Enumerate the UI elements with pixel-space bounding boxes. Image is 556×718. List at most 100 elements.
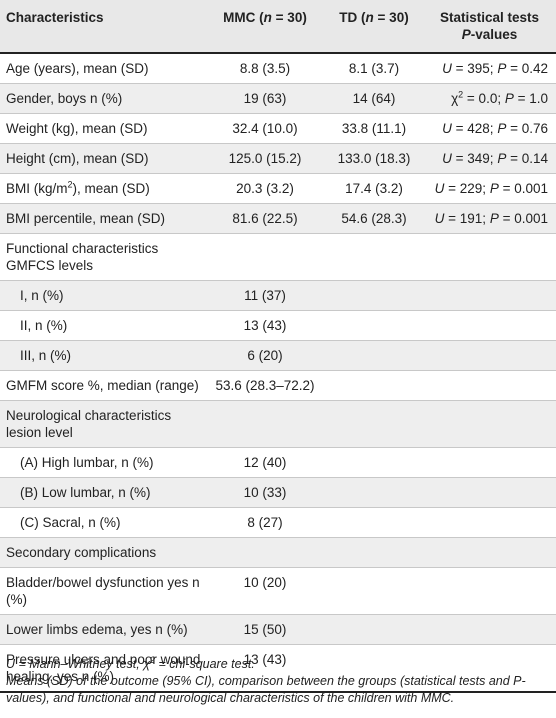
row-label: GMFM score %, median (range): [0, 370, 205, 401]
row-td-value: 33.8 (11.1): [325, 113, 423, 144]
row-mmc-value: [205, 537, 325, 568]
row-label: BMI (kg/m2), mean (SD): [0, 173, 205, 204]
row-mmc-value: 19 (63): [205, 83, 325, 114]
row-label: Height (cm), mean (SD): [0, 143, 205, 174]
row-label: (B) Low lumbar, n (%): [0, 477, 205, 508]
row-stat-value: [423, 507, 556, 538]
table-row: GMFM score %, median (range) 53.6 (28.3–7…: [0, 370, 556, 401]
row-stat-value: [423, 567, 556, 615]
table-row: BMI percentile, mean (SD) 81.6 (22.5) 54.6…: [0, 203, 556, 234]
table-row: I, n (%) 11 (37): [0, 280, 556, 311]
row-label: (C) Sacral, n (%): [0, 507, 205, 538]
row-label: Neurological characteristics lesion leve…: [0, 400, 205, 448]
row-mmc-value: 20.3 (3.2): [205, 173, 325, 204]
characteristics-table-container: Characteristics MMC (n = 30) TD (n = 30)…: [0, 0, 556, 693]
table-body: Age (years), mean (SD) 8.8 (3.5) 8.1 (3.7)…: [0, 53, 556, 693]
table-row: Functional characteristics GMFCS levels: [0, 233, 556, 281]
row-td-value: [325, 310, 423, 341]
header-characteristics: Characteristics: [0, 0, 205, 54]
row-mmc-value: [205, 400, 325, 448]
row-mmc-value: 32.4 (10.0): [205, 113, 325, 144]
table-row: Neurological characteristics lesion leve…: [0, 400, 556, 448]
row-td-value: 133.0 (18.3): [325, 143, 423, 174]
row-label: Lower limbs edema, yes n (%): [0, 614, 205, 645]
row-mmc-value: 53.6 (28.3–72.2): [205, 370, 325, 401]
row-label: Secondary complications: [0, 537, 205, 568]
table-row: Pressure ulcers and poor wound healing, …: [0, 644, 556, 693]
row-stat-value: [423, 400, 556, 448]
row-mmc-value: 8 (27): [205, 507, 325, 538]
table-row: (C) Sacral, n (%) 8 (27): [0, 507, 556, 538]
row-td-value: 14 (64): [325, 83, 423, 114]
table-row: BMI (kg/m2), mean (SD) 20.3 (3.2) 17.4 (3.…: [0, 173, 556, 204]
row-mmc-value: 13 (43): [205, 310, 325, 341]
table-row: Secondary complications: [0, 537, 556, 568]
row-label: Bladder/bowel dysfunction yes n (%): [0, 567, 205, 615]
row-label: BMI percentile, mean (SD): [0, 203, 205, 234]
header-stat-line2: P-values: [461, 27, 518, 42]
table-row: Weight (kg), mean (SD) 32.4 (10.0) 33.8 (1…: [0, 113, 556, 144]
table-row: Age (years), mean (SD) 8.8 (3.5) 8.1 (3.7)…: [0, 53, 556, 84]
row-td-value: [325, 400, 423, 448]
row-td-value: [325, 567, 423, 615]
row-stat-value: U = 428; P = 0.76: [423, 113, 556, 144]
row-mmc-value: 10 (33): [205, 477, 325, 508]
row-label: Age (years), mean (SD): [0, 53, 205, 84]
row-mmc-value: 15 (50): [205, 614, 325, 645]
row-td-value: [325, 370, 423, 401]
row-label: Gender, boys n (%): [0, 83, 205, 114]
row-label: I, n (%): [0, 280, 205, 311]
row-label: Functional characteristics GMFCS levels: [0, 233, 205, 281]
row-td-value: [325, 614, 423, 645]
row-stat-value: [423, 537, 556, 568]
row-stat-value: [423, 310, 556, 341]
row-label: (A) High lumbar, n (%): [0, 447, 205, 478]
header-statistical-tests: Statistical tests P-values: [423, 0, 556, 54]
row-td-value: 54.6 (28.3): [325, 203, 423, 234]
row-stat-value: [423, 370, 556, 401]
row-mmc-value: 6 (20): [205, 340, 325, 371]
table-footnotes: U = Mann–Whitney test; χ2 = chi-square t…: [6, 655, 551, 707]
row-stat-value: [423, 447, 556, 478]
row-label: II, n (%): [0, 310, 205, 341]
row-td-value: 8.1 (3.7): [325, 53, 423, 84]
row-mmc-value: 125.0 (15.2): [205, 143, 325, 174]
characteristics-table: Characteristics MMC (n = 30) TD (n = 30)…: [0, 0, 556, 693]
row-td-value: [325, 447, 423, 478]
table-row: Bladder/bowel dysfunction yes n (%) 10 (2…: [0, 567, 556, 615]
header-stat-line1: Statistical tests: [439, 10, 540, 25]
table-row: (B) Low lumbar, n (%) 10 (33): [0, 477, 556, 508]
row-mmc-value: 81.6 (22.5): [205, 203, 325, 234]
row-td-value: [325, 537, 423, 568]
row-mmc-value: 12 (40): [205, 447, 325, 478]
row-td-value: [325, 340, 423, 371]
row-label: III, n (%): [0, 340, 205, 371]
row-td-value: [325, 233, 423, 281]
row-stat-value: [423, 477, 556, 508]
row-mmc-value: 13 (43): [205, 644, 325, 693]
row-td-value: [325, 280, 423, 311]
row-stat-value: U = 229; P = 0.001: [423, 173, 556, 204]
row-mmc-value: 11 (37): [205, 280, 325, 311]
row-td-value: [325, 477, 423, 508]
table-row: II, n (%) 13 (43): [0, 310, 556, 341]
table-row: (A) High lumbar, n (%) 12 (40): [0, 447, 556, 478]
row-stat-value: [423, 280, 556, 311]
row-stat-value: [423, 233, 556, 281]
row-stat-value: [423, 644, 556, 693]
row-mmc-value: 10 (20): [205, 567, 325, 615]
row-stat-value: χ2 = 0.0; P = 1.0: [423, 83, 556, 114]
row-td-value: [325, 507, 423, 538]
header-td: TD (n = 30): [325, 0, 423, 54]
row-mmc-value: [205, 233, 325, 281]
row-stat-value: U = 349; P = 0.14: [423, 143, 556, 174]
footnote-description: Means (SD) of the outcome (95% CI), comp…: [6, 674, 526, 705]
table-header-row: Characteristics MMC (n = 30) TD (n = 30)…: [0, 0, 556, 54]
table-row: Lower limbs edema, yes n (%) 15 (50): [0, 614, 556, 645]
row-stat-value: U = 191; P = 0.001: [423, 203, 556, 234]
row-td-value: [325, 644, 423, 693]
row-mmc-value: 8.8 (3.5): [205, 53, 325, 84]
table-row: Gender, boys n (%) 19 (63) 14 (64) χ2 = 0.0…: [0, 83, 556, 114]
table-row: Height (cm), mean (SD) 125.0 (15.2) 133.0 …: [0, 143, 556, 174]
header-mmc: MMC (n = 30): [205, 0, 325, 54]
